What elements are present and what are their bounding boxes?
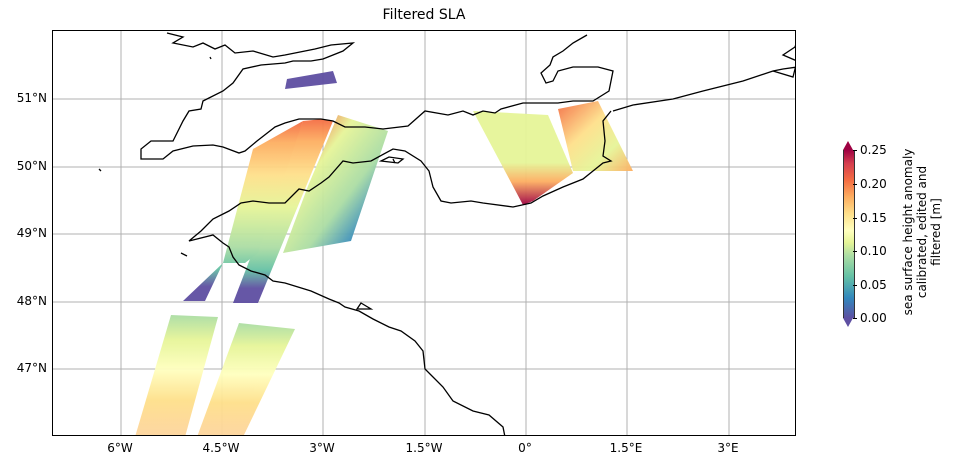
colorbar-extend-max-arrow [843,141,853,150]
y-tick-47n: 47°N [16,361,47,375]
chart-title: Filtered SLA [382,7,466,23]
colorbar-ticklabel: 0.05 [860,278,887,292]
y-tick-48n: 48°N [16,294,47,308]
colorbar-label-line: filtered [m] [929,198,943,266]
x-tick-4-5w: 4.5°W [202,441,240,455]
colorbar-tick [853,184,857,185]
y-tick-50n: 50°N [16,159,47,173]
colorbar-label: sea surface height anomaly calibrated, e… [901,137,943,327]
x-tick-0: 0° [518,441,532,455]
colorbar-ticklabel: 0.00 [860,311,887,325]
x-tick-1-5w: 1.5°W [405,441,443,455]
colorbar-ticklabel: 0.10 [860,244,887,258]
x-tick-3e: 3°E [717,441,739,455]
map-canvas [53,31,795,435]
colorbar-ticklabel: 0.20 [860,177,887,191]
colorbar-tick [853,285,857,286]
colorbar-label-line: sea surface height anomaly [901,148,915,316]
x-tick-6w: 6°W [107,441,133,455]
x-tick-1-5e: 1.5°E [609,441,643,455]
colorbar-extend-min-arrow [843,318,853,327]
colorbar-tick [853,251,857,252]
x-tick-3w: 3°W [309,441,335,455]
coastlines [98,32,795,435]
y-tick-49n: 49°N [16,226,47,240]
colorbar-tick [853,318,857,319]
sla-swaths [135,71,633,435]
colorbar-ticklabel: 0.25 [860,143,887,157]
colorbar [843,150,855,318]
map-plot-area [52,30,796,436]
colorbar-ticklabel: 0.15 [860,211,887,225]
colorbar-tick [853,150,857,151]
colorbar-label-line: calibrated, edited and [915,165,929,299]
y-tick-51n: 51°N [16,91,47,105]
colorbar-tick [853,218,857,219]
